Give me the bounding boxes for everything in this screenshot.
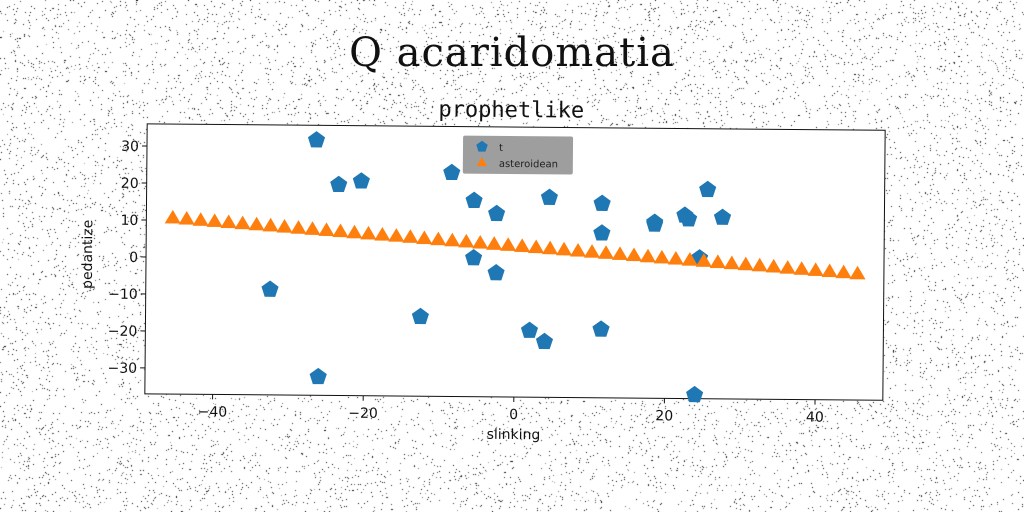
data-point-t: [465, 191, 483, 209]
data-point-asteroidean: [458, 233, 475, 248]
x-tick-label: 40: [806, 410, 824, 426]
data-point-asteroidean: [290, 220, 307, 234]
y-tick-label: 20: [121, 176, 139, 192]
data-point-asteroidean: [765, 258, 782, 273]
data-point-asteroidean: [807, 262, 824, 277]
data-point-asteroidean: [569, 242, 587, 257]
data-point-asteroidean: [234, 215, 251, 230]
data-point-asteroidean: [318, 222, 335, 237]
data-point-asteroidean: [779, 260, 796, 274]
data-point-t: [592, 320, 610, 337]
y-tick-label: 0: [129, 250, 138, 266]
y-tick-label: −20: [108, 324, 138, 340]
data-point-t: [686, 385, 704, 403]
data-point-t: [699, 180, 717, 198]
data-point-asteroidean: [555, 241, 573, 256]
legend-label: asteroidean: [499, 159, 558, 171]
data-point-asteroidean: [667, 250, 684, 265]
data-point-t: [646, 215, 664, 232]
data-point-t: [261, 280, 279, 297]
figure-suptitle: Q acaridomatia: [349, 30, 675, 76]
data-point-asteroidean: [472, 234, 489, 249]
data-point-t: [593, 224, 611, 241]
data-point-asteroidean: [541, 240, 559, 255]
data-point-asteroidean: [416, 230, 433, 245]
y-tick-label: −30: [107, 361, 137, 377]
data-point-asteroidean: [444, 232, 461, 247]
data-point-asteroidean: [583, 244, 601, 258]
data-point-asteroidean: [374, 226, 391, 241]
data-point-asteroidean: [849, 265, 866, 280]
data-point-asteroidean: [276, 219, 293, 233]
x-axis: −40 −20 0 20 40: [198, 394, 824, 426]
data-point-t: [352, 172, 370, 189]
data-point-asteroidean: [402, 229, 419, 243]
data-point-asteroidean: [248, 216, 265, 231]
data-point-asteroidean: [709, 254, 726, 269]
data-point-asteroidean: [220, 214, 237, 229]
legend: t asteroidean: [462, 135, 574, 175]
data-point-asteroidean: [346, 224, 363, 239]
data-point-t: [330, 175, 348, 193]
data-point-asteroidean: [513, 238, 531, 253]
data-point-t: [535, 332, 554, 350]
data-point-t: [713, 208, 732, 225]
data-point-t: [520, 321, 539, 338]
data-point-t: [411, 307, 429, 325]
data-point-asteroidean: [304, 221, 321, 235]
legend-box: [462, 135, 574, 175]
data-point-asteroidean: [821, 263, 838, 278]
data-point-t: [488, 204, 506, 222]
data-point-asteroidean: [611, 246, 629, 261]
data-point-asteroidean: [653, 249, 670, 264]
data-point-asteroidean: [192, 212, 209, 226]
data-point-t: [593, 194, 611, 211]
data-point-asteroidean: [793, 261, 810, 275]
x-tick-label: −20: [348, 406, 378, 422]
legend-marker-t: [476, 140, 488, 152]
data-point-asteroidean: [360, 225, 377, 240]
data-point-asteroidean: [835, 264, 852, 279]
data-point-asteroidean: [527, 239, 545, 254]
y-tick-label: 30: [121, 139, 139, 155]
chart-title: prophetlike: [438, 97, 584, 123]
x-tick-label: 20: [655, 408, 673, 424]
data-point-asteroidean: [388, 228, 405, 242]
data-point-asteroidean: [723, 255, 740, 270]
data-point-t: [307, 131, 326, 148]
x-axis-label: slinking: [487, 427, 541, 443]
y-axis: −30 −20 −10 0 10 20 30: [107, 139, 148, 377]
data-point-asteroidean: [751, 257, 768, 272]
data-point-asteroidean: [681, 252, 698, 266]
data-point-asteroidean: [262, 217, 279, 232]
data-point-asteroidean: [639, 248, 656, 263]
data-point-t: [309, 367, 327, 385]
data-point-asteroidean: [178, 210, 195, 225]
y-axis-label: pedantize: [80, 220, 97, 289]
data-point-t: [443, 163, 461, 181]
data-point-asteroidean: [625, 247, 643, 262]
x-tick-label: −40: [198, 404, 228, 420]
data-point-asteroidean: [430, 231, 447, 246]
y-tick-label: −10: [108, 287, 138, 303]
data-point-t: [680, 210, 698, 227]
data-point-asteroidean: [206, 213, 223, 227]
y-tick-label: 10: [120, 213, 138, 229]
data-point-asteroidean: [164, 209, 181, 224]
data-point-asteroidean: [737, 256, 754, 271]
series-layer: [164, 131, 866, 403]
data-point-t: [540, 188, 558, 205]
x-tick-label: 0: [509, 407, 518, 423]
data-point-asteroidean: [332, 223, 349, 238]
data-point-asteroidean: [486, 236, 503, 250]
data-point-asteroidean: [597, 245, 615, 259]
data-point-t: [487, 263, 505, 281]
data-point-asteroidean: [499, 237, 517, 251]
legend-label: t: [499, 143, 503, 154]
data-point-t: [465, 248, 483, 266]
data-point-asteroidean: [695, 253, 712, 267]
legend-marker-asteroidean: [476, 157, 488, 167]
